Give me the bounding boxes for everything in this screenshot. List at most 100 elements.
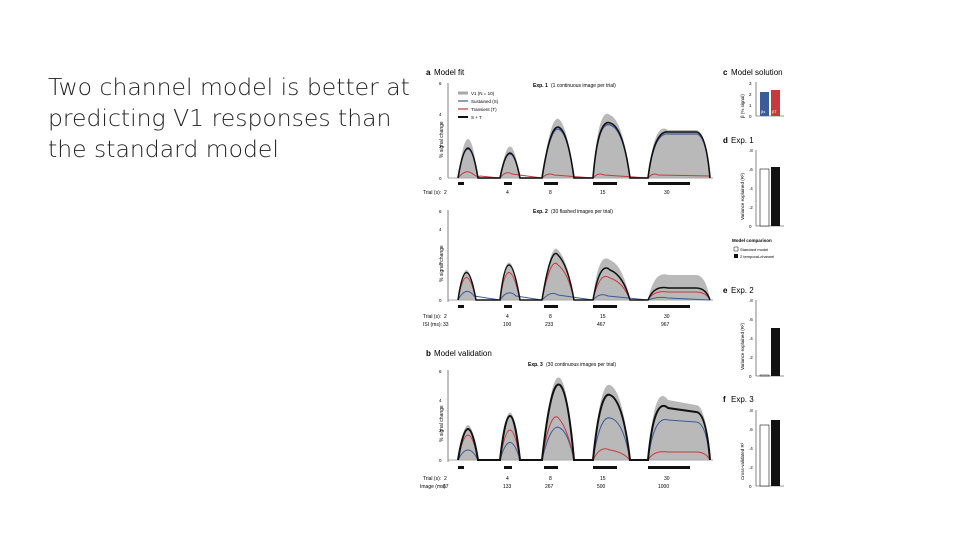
exp2-stim-2 [504,305,512,308]
legend-transient: Transient (T) [471,107,497,112]
panel-f-tick-2: .2 [749,465,753,470]
exp3-image-133: 133 [503,484,512,490]
exp3-image-67: 67 [443,484,449,490]
panel-e-letter: e [723,286,728,295]
exp2-sustained-line [457,290,711,301]
exp3-stim-2 [504,466,512,469]
panel-e-tick-6: .6 [749,317,753,322]
exp3-image-label: Image (ms): [420,484,447,490]
exp1-plot: 0 2 4 6 % signal change Trial (s): 2 4 8… [423,81,713,196]
panel-c-letter: c [723,68,728,77]
panel-d-tick-2: .2 [749,205,753,210]
exp2-tick-4: 4 [439,227,442,232]
model-standard: Standard model [740,247,768,252]
bar-exp3-two-channel [771,420,780,486]
exp1-trial-8: 8 [549,190,552,196]
exp3-trial-15: 15 [600,476,606,482]
bar-exp2-standard [759,374,770,377]
exp1-trial-2: 2 [444,190,447,196]
panel-c-tick-0: 0 [749,114,752,119]
model-comparison-title: Model comparison [732,238,772,243]
panel-b-title: Model validation [434,349,492,358]
exp2-trial-label: Trial (s): [423,314,441,320]
exp1-tick-6: 6 [439,81,442,86]
exp2-isi-233: 233 [545,322,554,328]
exp1-stim-2 [504,182,512,185]
exp3-title-rest: (30 continuous images per trial) [546,362,616,368]
panel-a-title: Model fit [434,68,465,77]
exp1-tick-4: 4 [439,112,442,117]
exp2-stim-5 [648,305,690,308]
exp2-title-rest: (30 flashed images per trial) [551,209,613,215]
panel-f-title: Exp. 3 [731,395,754,404]
exp2-isi-label: ISI (ms): [423,322,442,328]
exp2-isi-467: 467 [597,322,606,328]
exp2-isi-33: 33 [443,322,449,328]
exp2-tick-0: 0 [439,298,442,303]
panel-a-letter: a [426,68,431,77]
slide-title: Two channel model is better at predictin… [48,73,410,163]
panel-d-ylabel: Variance explained (R²) [740,173,745,220]
exp2-trial-4: 4 [506,314,509,320]
panel-d-tick-8: .8 [749,148,753,153]
exp3-image-500: 500 [597,484,606,490]
panel-f-tick-8: .8 [749,408,753,413]
panel-d-chart: 0 .2 .4 .6 .8 Variance explained (R²) [740,148,784,229]
exp1-stim-5 [648,182,690,185]
exp3-tick-0: 0 [439,458,442,463]
panel-f-tick-6: .6 [749,427,753,432]
exp2-v1-band [458,248,710,300]
exp2-trial-2: 2 [444,314,447,320]
exp2-stim-3 [544,305,558,308]
exp3-trial-2: 2 [444,476,447,482]
exp3-image-267: 267 [545,484,554,490]
swatch-standard [733,246,739,252]
exp3-v1-band [458,377,710,460]
exp2-tick-6: 6 [439,209,442,214]
legend-v1: V1 (N = 10) [471,91,495,96]
exp1-stim-4 [593,182,617,185]
panel-d-title: Exp. 1 [731,136,754,145]
exp2-sum-line [457,252,711,301]
exp3-sum-line [457,383,711,461]
panel-c-ylabel: β (% signal) [740,94,745,118]
panel-e-tick-2: .2 [749,355,753,360]
exp1-tick-0: 0 [439,176,442,181]
exp3-stim-4 [593,466,617,469]
exp3-trial-8: 8 [549,476,552,482]
model-two-channel: 2 temporal-channel [740,254,774,259]
panel-e-tick-0: 0 [749,374,752,379]
exp3-stim-3 [544,466,558,469]
legend-sustained: Sustained (S) [471,99,499,104]
figure-panel: a Model fit Exp. 1 (1 continuous image p… [420,68,784,490]
exp2-tick-2: 2 [439,261,442,266]
panel-e-tick-8: .8 [749,298,753,303]
exp1-stim-3 [544,182,558,185]
panel-b-letter: b [426,349,431,358]
panel-e-chart: 0 .2 .4 .6 .8 Variance explained (R²) [740,298,784,379]
panel-c-chart: 0 1 2 3 β (% signal) βs βT [740,81,784,119]
exp1-trial-30: 30 [664,190,670,196]
exp3-tick-4: 4 [439,398,442,403]
exp1-stim-1 [458,182,464,185]
bar-exp1-two-channel [771,167,780,226]
panel-f-tick-0: 0 [749,484,752,489]
panel-c-tick-1: 1 [749,103,752,108]
exp3-trial-label: Trial (s): [423,476,441,482]
exp1-trial-4: 4 [506,190,509,196]
panel-d-letter: d [723,136,728,145]
exp3-title-bold: Exp. 3 [528,362,543,368]
panel-d-tick-0: 0 [749,224,752,229]
bar-beta-s-label: βs [761,109,765,114]
exp1-ylabel: % signal change [439,121,445,158]
exp1-trial-15: 15 [600,190,606,196]
exp2-isi-100: 100 [503,322,512,328]
exp1-title-rest: (1 continuous image per trial) [551,83,616,89]
panel-d-tick-4: .4 [749,186,753,191]
bar-exp1-standard [759,168,770,227]
exp3-trial-4: 4 [506,476,509,482]
exp1-title-bold: Exp. 1 [533,83,548,89]
exp2-isi-967: 967 [661,322,670,328]
panel-f-tick-4: .4 [749,446,753,451]
panel-f-ylabel: Cross-validated R² [740,442,745,480]
